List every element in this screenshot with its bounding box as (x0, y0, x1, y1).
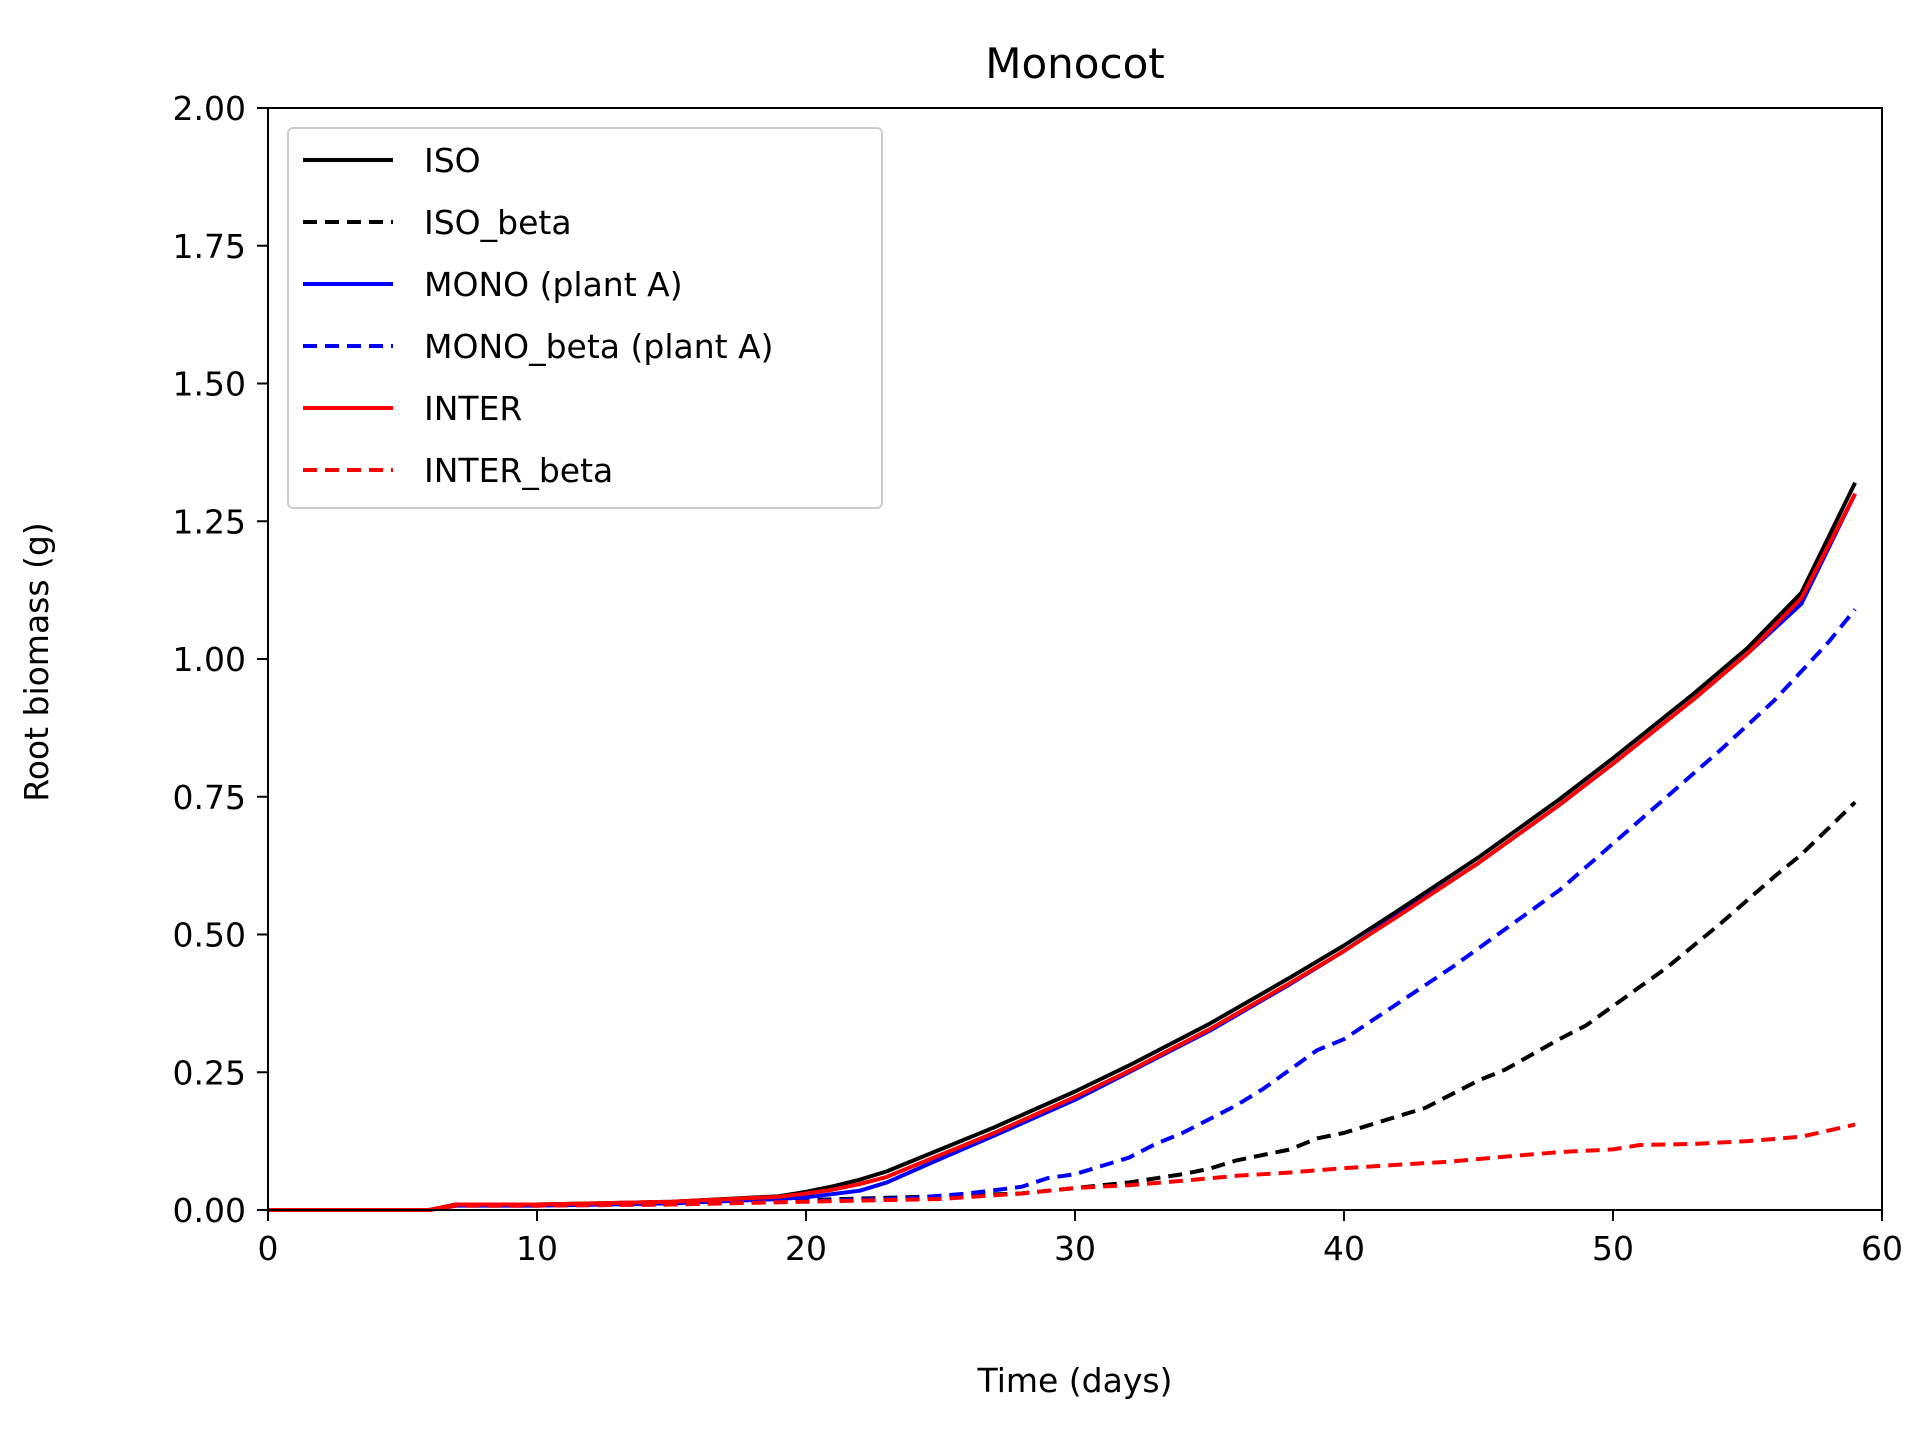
y-tick-label: 0.00 (173, 1191, 246, 1230)
y-tick-label: 0.25 (173, 1053, 246, 1092)
y-tick-label: 1.50 (173, 365, 246, 404)
legend-label: INTER_beta (424, 451, 613, 490)
legend-label: INTER (424, 389, 522, 428)
chart-title: Monocot (985, 39, 1165, 88)
y-tick-label: 1.75 (173, 227, 246, 266)
x-tick-label: 0 (258, 1229, 279, 1268)
legend-box (287, 127, 883, 509)
legend-label: ISO_beta (424, 203, 572, 242)
x-tick-label: 10 (516, 1229, 558, 1268)
x-axis-label: Time (days) (977, 1361, 1173, 1400)
y-tick-label: 2.00 (173, 89, 246, 128)
y-tick-label: 1.25 (173, 502, 246, 541)
legend-label: MONO (plant A) (424, 265, 683, 304)
x-tick-label: 30 (1054, 1229, 1096, 1268)
x-tick-label: 40 (1323, 1229, 1365, 1268)
legend-label: ISO (424, 141, 481, 180)
legend: ISO ISO_beta MONO (plant A) MONO_beta (plan… (287, 127, 883, 509)
x-tick-label: 50 (1592, 1229, 1634, 1268)
series-line-5 (268, 1122, 1856, 1212)
legend-label: MONO_beta (plant A) (424, 327, 774, 366)
x-tick-label: 60 (1861, 1229, 1903, 1268)
series-line-4 (268, 492, 1857, 1212)
y-tick-label: 0.75 (173, 778, 246, 817)
y-axis-label: Root biomass (g) (17, 522, 56, 802)
y-tick-label: 0.50 (173, 916, 246, 955)
plot-area (268, 481, 1857, 1212)
y-tick-label: 1.00 (173, 640, 246, 679)
series-line-3 (268, 608, 1857, 1212)
axis-ticks: 0 10 20 30 40 50 60 0.00 0.25 0.50 0.75 1.00 1.25 1.5… (173, 89, 1903, 1268)
x-tick-label: 20 (785, 1229, 827, 1268)
